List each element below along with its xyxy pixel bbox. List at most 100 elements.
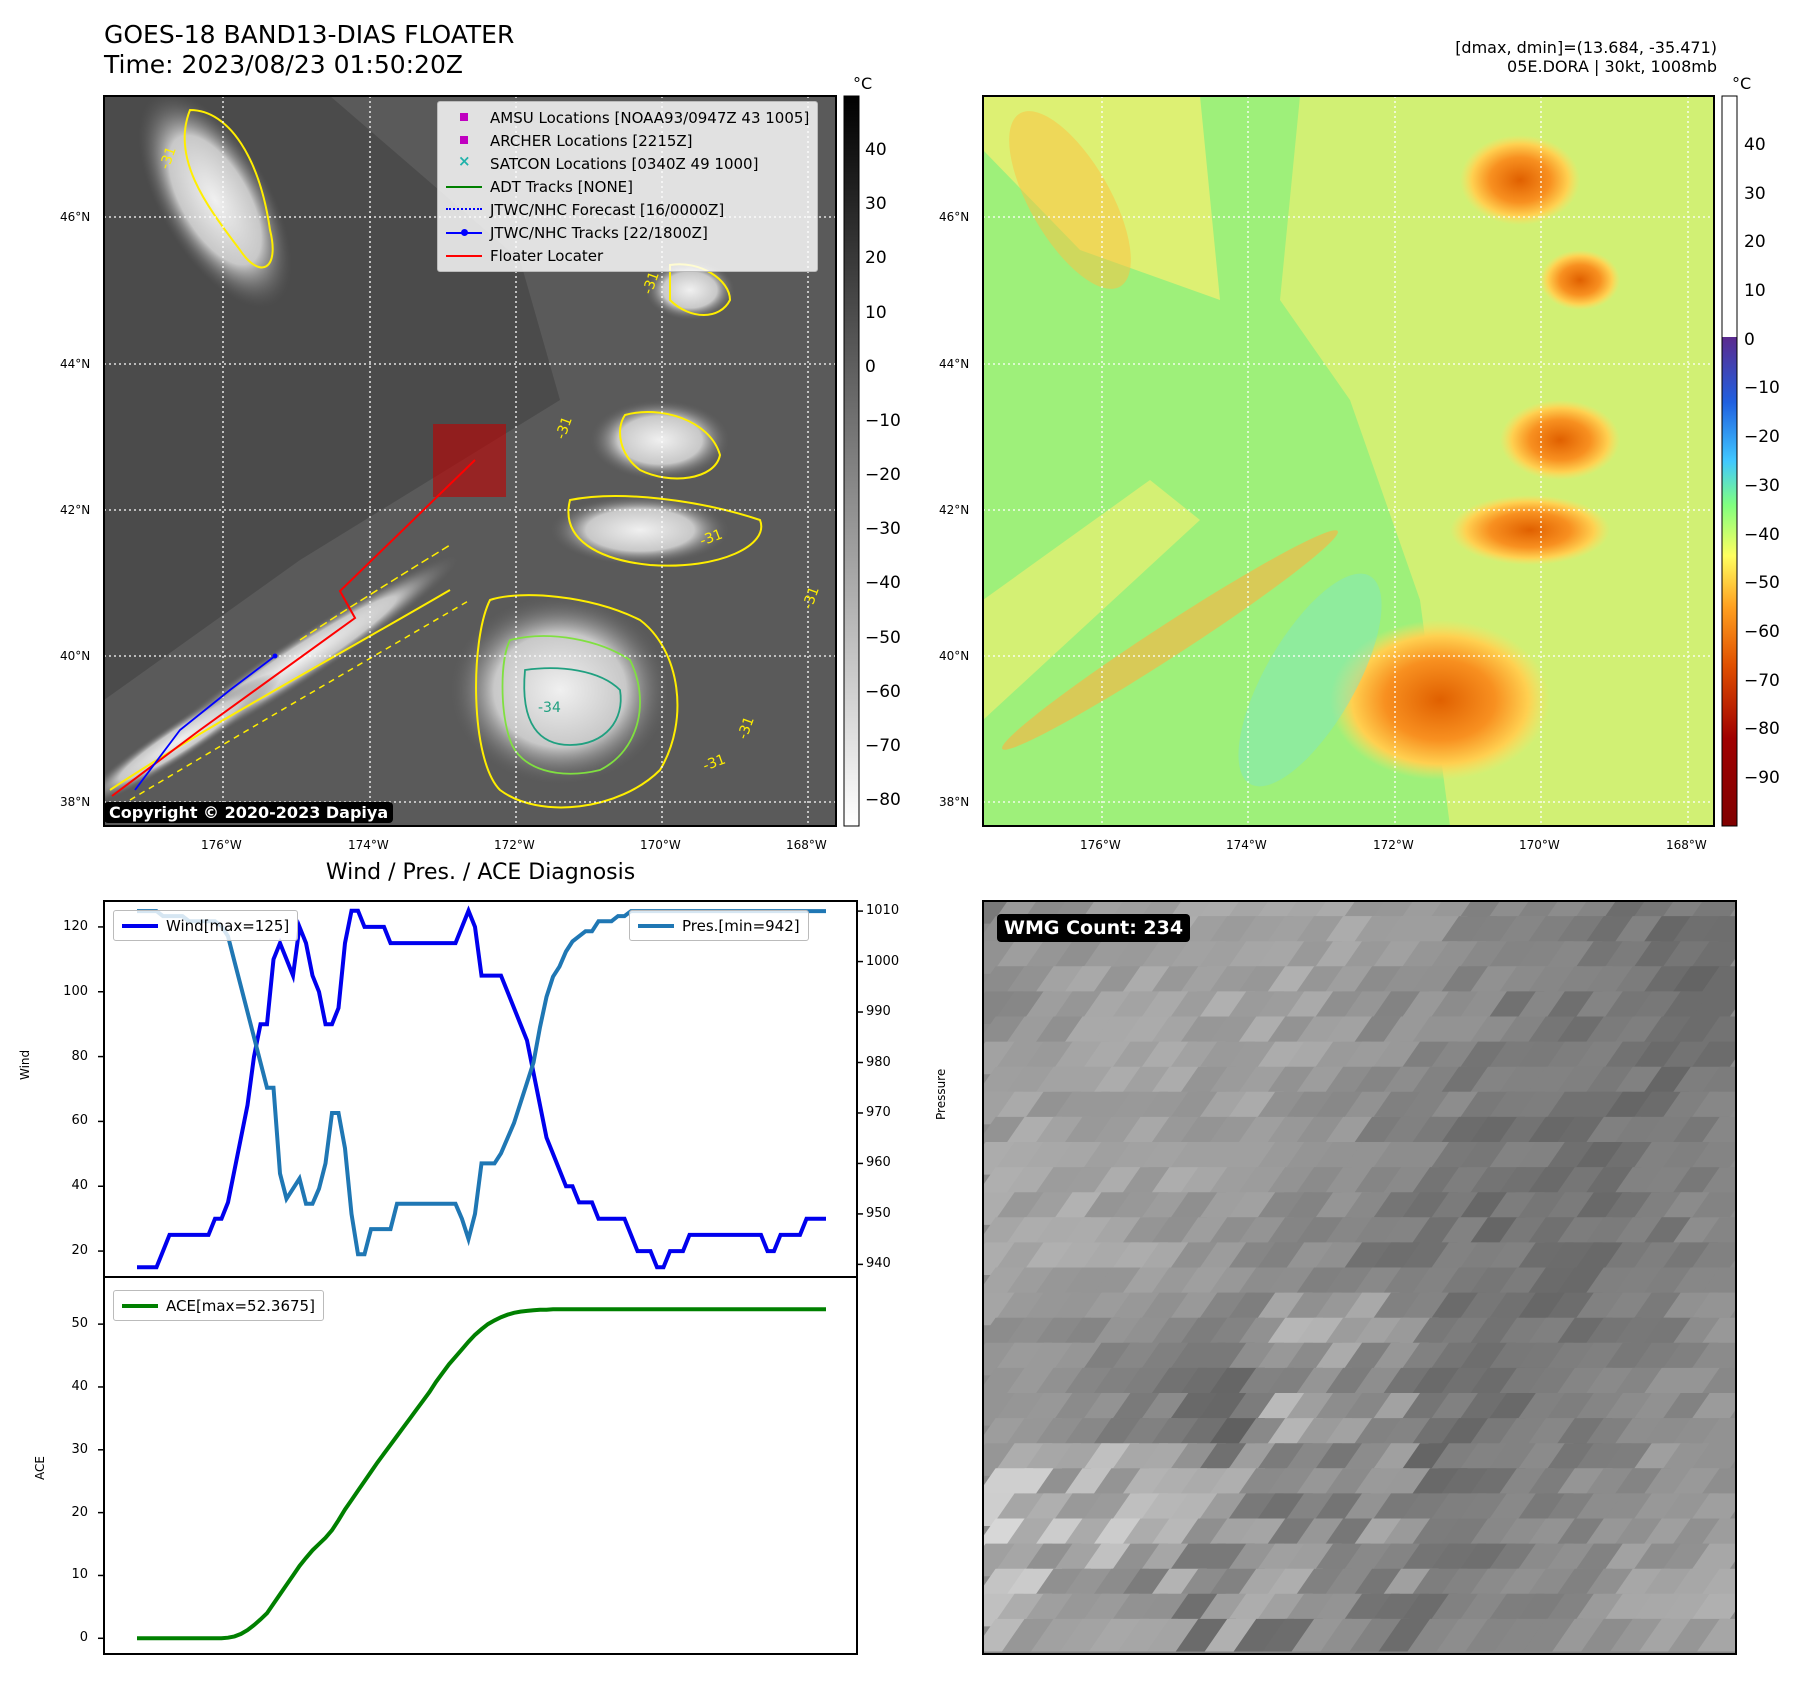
enh-colorbar-tick: −20 xyxy=(1744,427,1780,448)
wmg-tile xyxy=(1407,1468,1468,1501)
enh-lat-44: 44°N xyxy=(939,357,970,371)
wmg-tile xyxy=(1523,1418,1584,1451)
wmg-tile xyxy=(1252,1593,1313,1627)
wmg-tile xyxy=(1310,1292,1371,1326)
wmg-tile xyxy=(1494,916,1555,949)
square-marker-icon xyxy=(446,129,482,152)
wmg-tile xyxy=(1581,1267,1642,1301)
wmg-tile xyxy=(1484,1242,1545,1276)
wmg-tile xyxy=(1310,1041,1371,1075)
pressure-tick-label: 950 xyxy=(866,1205,891,1221)
wmg-tile xyxy=(1552,1618,1613,1652)
wmg-tile xyxy=(1310,1192,1371,1225)
wmg-tile xyxy=(1059,1367,1121,1401)
wmg-tile xyxy=(1639,1066,1700,1100)
ace-series-line xyxy=(137,1307,826,1641)
ace-tick-label: 40 xyxy=(71,1378,88,1394)
legend-label: Wind[max=125] xyxy=(166,916,290,935)
wmg-tile xyxy=(1610,1066,1671,1100)
wmg-tile xyxy=(1146,1116,1208,1150)
wmg-tile xyxy=(1523,1317,1584,1351)
wmg-tile xyxy=(1523,1116,1584,1150)
jtwc-track-point xyxy=(272,653,278,659)
pressure-tick-label: 1010 xyxy=(866,903,900,919)
wmg-tile xyxy=(1378,1418,1439,1451)
wmg-tile xyxy=(1697,1016,1736,1050)
wmg-tile xyxy=(1349,1367,1410,1401)
storm-info: [dmax, dmin]=(13.684, -35.471) 05E.DORA … xyxy=(1455,38,1717,76)
wmg-tile xyxy=(1581,1167,1642,1200)
wmg-tile xyxy=(1078,1242,1140,1276)
wmg-tile xyxy=(1233,1317,1294,1351)
wmg-tile xyxy=(1407,966,1468,999)
wmg-tile xyxy=(1465,1618,1526,1652)
wmg-tile xyxy=(1368,1192,1429,1225)
wind-tick-label: 20 xyxy=(71,1243,88,1259)
wmg-tile xyxy=(1426,1292,1487,1326)
wmg-tile xyxy=(1658,1292,1719,1326)
wmg-tile xyxy=(1407,1217,1468,1250)
wmg-tile xyxy=(1030,1468,1092,1501)
wmg-tile xyxy=(1049,1393,1111,1426)
wmg-tile xyxy=(1349,1267,1410,1301)
wmg-tile xyxy=(1320,1016,1381,1050)
wmg-tile xyxy=(1078,1041,1140,1075)
wmg-tile xyxy=(1513,1192,1574,1225)
wmg-tile xyxy=(1146,1568,1208,1602)
wmg-tile xyxy=(1378,966,1439,999)
wmg-tile xyxy=(1397,1443,1458,1476)
wmg-tile xyxy=(1078,1342,1140,1376)
wmg-tile xyxy=(1107,1292,1169,1326)
wmg-tile xyxy=(1281,991,1342,1025)
enhanced-map-panel xyxy=(982,95,1715,827)
wmg-tile xyxy=(1194,1342,1255,1376)
wmg-tile xyxy=(1223,941,1284,974)
wmg-tile xyxy=(1436,1367,1497,1401)
wmg-tile xyxy=(1204,1418,1265,1451)
ace-tick-label: 0 xyxy=(79,1630,88,1646)
wmg-tile xyxy=(1320,1167,1381,1200)
wmg-tile xyxy=(1407,1317,1468,1351)
wmg-tile xyxy=(1281,1543,1342,1577)
wmg-tile xyxy=(1484,1443,1545,1476)
wmg-tile xyxy=(1407,1518,1468,1552)
wmg-tile xyxy=(1165,1493,1226,1527)
wmg-tile xyxy=(1639,1267,1700,1301)
wmg-tile xyxy=(1513,1242,1574,1276)
x-marker-icon: × xyxy=(458,152,471,170)
wmg-tile xyxy=(1088,1468,1150,1501)
wmg-tile xyxy=(1001,1016,1063,1050)
wmg-tile xyxy=(1281,1142,1342,1175)
legend-label: JTWC/NHC Forecast [16/0000Z] xyxy=(490,200,725,219)
wmg-tile xyxy=(1542,1292,1603,1326)
wmg-tile xyxy=(1571,1192,1632,1225)
wmg-tile xyxy=(1310,1091,1371,1125)
wmg-tile xyxy=(1146,1367,1208,1401)
wmg-tile xyxy=(1523,1468,1584,1501)
wmg-tile xyxy=(1291,916,1352,949)
wmg-tile xyxy=(1658,991,1719,1025)
wmg-tile xyxy=(1484,1192,1545,1225)
wmg-tile xyxy=(1629,1593,1690,1627)
wmg-tile xyxy=(1658,1342,1719,1376)
wmg-tile xyxy=(1262,1016,1323,1050)
wmg-tile xyxy=(1117,1367,1179,1401)
wmg-tile xyxy=(1233,1267,1294,1301)
wmg-tile xyxy=(1175,1367,1236,1401)
ir-colorbar-tick: −60 xyxy=(865,681,901,702)
wmg-tile xyxy=(1494,1568,1555,1602)
wind-tick-label: 60 xyxy=(71,1113,88,1129)
wmg-tile xyxy=(1001,1367,1063,1401)
wmg-tile xyxy=(1455,1493,1516,1527)
wmg-tile xyxy=(1455,991,1516,1025)
legend-item: ADT Tracks [NONE] xyxy=(446,175,809,198)
wmg-tile xyxy=(1175,1016,1236,1050)
wmg-tile xyxy=(1552,966,1613,999)
wmg-tile xyxy=(1658,1493,1719,1527)
wmg-tile xyxy=(1310,1443,1371,1476)
wmg-tile xyxy=(1436,1217,1497,1250)
wmg-tile xyxy=(1194,1192,1255,1225)
wmg-tile xyxy=(1465,916,1526,949)
wmg-tile xyxy=(1513,1393,1574,1426)
